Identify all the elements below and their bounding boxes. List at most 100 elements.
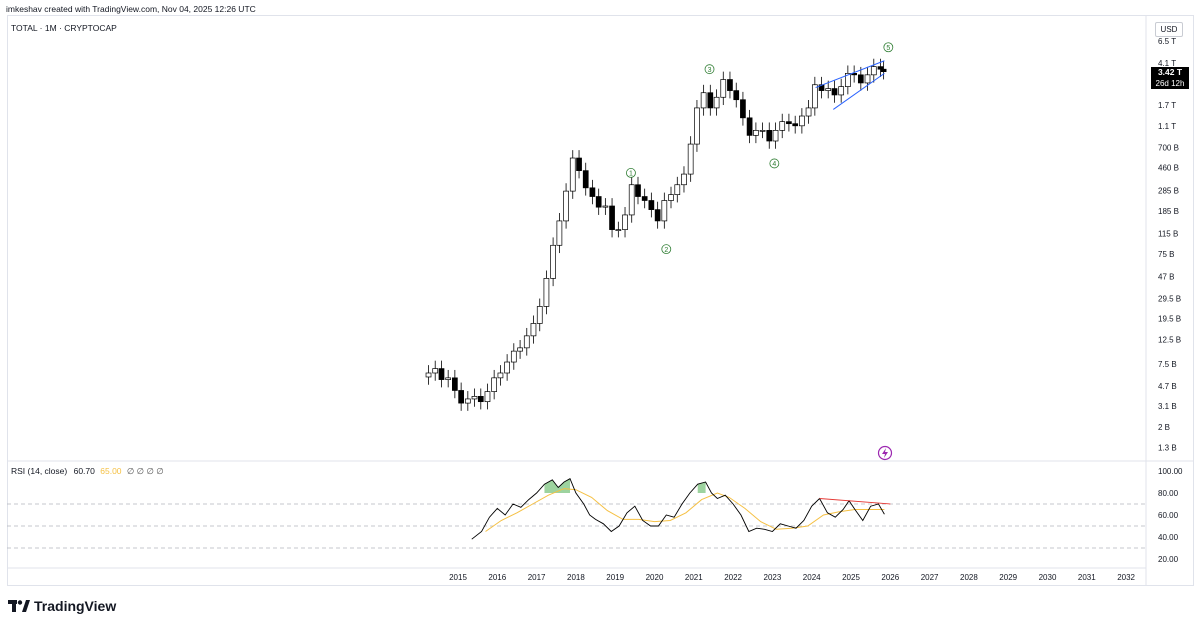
candle [563,183,569,229]
candle [694,100,700,152]
candle-body [805,107,812,117]
candle-body [864,74,871,84]
candle [740,91,746,126]
candle-body [811,84,818,109]
tradingview-logo[interactable]: TradingView [8,598,116,614]
candle-body [425,372,432,378]
candle-body [779,121,786,131]
time-tick-label: 2023 [764,573,782,582]
rsi-tick-label: 60.00 [1158,511,1179,520]
rsi-ma-line [485,488,885,532]
candle [432,360,439,381]
rsi-value: 60.70 [73,466,95,476]
candle [550,237,556,287]
wedge-upper-line [815,60,885,89]
candle-body [838,86,845,96]
rsi-tick-label: 40.00 [1158,533,1179,542]
candle-body [563,190,569,222]
candle [792,115,799,134]
rsi-legend[interactable]: RSI (14, close) 60.70 65.00 ∅ ∅ ∅ ∅ [11,466,164,477]
candle [753,122,759,144]
candle [458,382,464,411]
candle [851,65,857,83]
tradingview-wordmark: TradingView [34,598,117,614]
candle-body [477,396,484,403]
candle [484,383,491,410]
candle-body [491,377,498,392]
candle [497,365,504,386]
candle [838,78,845,103]
candle-body [484,391,491,403]
candle-body [589,187,596,197]
candle [556,213,563,254]
candle-body [786,121,792,125]
price-tick-label: 75 B [1158,250,1174,259]
candle-body [648,200,655,210]
time-tick-label: 2025 [842,573,860,582]
wave-number: 1 [629,171,633,178]
candle [720,71,727,106]
candle-body [700,92,707,109]
price-tick-label: 4.1 T [1158,59,1176,68]
time-tick-label: 2016 [488,573,506,582]
rsi-extra-values: ∅ ∅ ∅ ∅ [126,466,164,476]
flash-icon-bolt [882,448,888,458]
time-tick-label: 2015 [449,573,467,582]
time-tick-label: 2019 [606,573,624,582]
candle [799,108,805,134]
price-tick-label: 2 B [1158,423,1170,432]
candle [713,89,720,116]
candle-body [438,368,445,380]
candle [536,298,543,332]
price-tick-label: 7.5 B [1158,360,1177,369]
candle-body [674,184,681,196]
candle-body [877,66,884,70]
candle-body [857,74,864,84]
price-tick-label: 115 B [1158,230,1178,239]
candle-body [536,306,543,324]
time-tick-label: 2029 [999,573,1017,582]
candle [786,113,792,132]
wave-label-4: 4 [769,158,780,169]
price-tick-label: 29.5 B [1158,295,1181,304]
candle-body [668,194,674,201]
price-tick-label: 6.5 T [1158,37,1176,46]
candle-body [792,123,799,127]
time-tick-label: 2026 [881,573,899,582]
elliott-wave-labels: 1 2 3 4 5 [626,42,894,255]
time-tick-label: 2024 [803,573,821,582]
candle [707,84,714,116]
candle-body [464,398,471,404]
rsi-ma-value: 65.00 [100,466,122,476]
candle [510,343,517,370]
candle [668,186,674,209]
candle [845,65,851,95]
candle [609,198,615,238]
time-tick-label: 2028 [960,573,978,582]
symbol-label[interactable]: TOTAL · 1M · CRYPTOCAP [11,23,117,33]
candle [687,136,694,182]
time-tick-label: 2031 [1078,573,1096,582]
currency-button[interactable]: USD [1155,22,1183,37]
wave-number: 5 [886,45,890,52]
candle [602,198,609,215]
price-tick-label: 12.5 B [1158,336,1181,345]
candle [641,188,648,209]
candle-body [602,205,609,208]
candle-body [595,196,602,208]
wave-circle [883,42,894,53]
candle-body [707,92,714,109]
candle [811,76,818,116]
candle [674,176,681,203]
candle-body [720,79,727,98]
price-tick-label: 4.7 B [1158,382,1177,391]
candle-body [517,347,523,352]
candle-body [831,88,838,96]
candle [523,327,530,356]
candle-body [687,143,694,175]
candle-body [628,184,635,216]
candle [831,80,838,103]
time-tick-label: 2021 [685,573,703,582]
